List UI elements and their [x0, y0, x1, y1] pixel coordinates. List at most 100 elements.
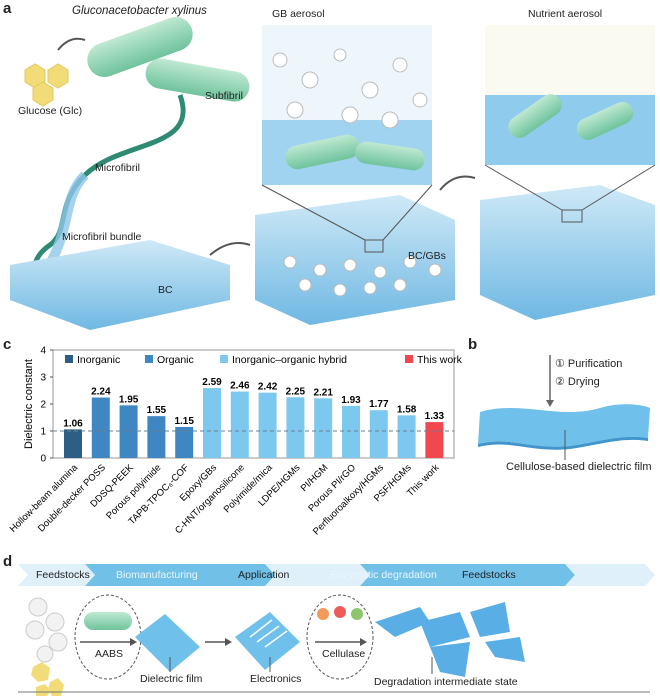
bar-value-label: 2.24	[91, 387, 111, 398]
panel-d-illustration	[18, 594, 650, 696]
panel-label-d: d	[3, 553, 13, 570]
legend-label: Inorganic	[77, 354, 120, 366]
drying-step: ② Drying	[555, 376, 600, 388]
panel-b-illustration	[478, 355, 650, 460]
y-tick-label: 4	[40, 346, 46, 357]
bar	[342, 405, 360, 458]
glucose-label: Glucose (Glc)	[18, 105, 83, 117]
glass-bubbles	[25, 597, 68, 663]
legend-label: Organic	[157, 354, 194, 366]
bc-gbs-label: BC/GBs	[408, 250, 446, 262]
dielectric-film-icon	[135, 614, 200, 672]
bar	[147, 416, 166, 458]
legend-swatch	[220, 355, 228, 363]
bar-value-label: 1.55	[147, 405, 167, 416]
glass-bubbles	[283, 255, 442, 297]
electronics-icon	[235, 612, 300, 670]
legend-swatch	[405, 355, 413, 363]
bar-value-label: 1.33	[425, 411, 445, 422]
arrow-icon	[130, 638, 137, 646]
cellulase-label: Cellulase	[322, 648, 366, 660]
bar	[119, 405, 138, 458]
plot-frame	[52, 349, 455, 459]
bc-gbs-block	[255, 195, 455, 325]
legend-swatch	[65, 355, 73, 363]
bar	[286, 397, 305, 458]
arrow-icon	[360, 638, 367, 646]
gb-aerosol-label: GB aerosol	[272, 8, 325, 20]
nutrient-aerosol-label: Nutrient aerosol	[528, 8, 603, 20]
panel-label-c: c	[3, 336, 12, 353]
legend-swatch	[145, 355, 153, 363]
aabs-circle	[74, 594, 142, 680]
bar-value-label: 2.42	[258, 382, 278, 393]
y-tick-label: 3	[40, 373, 46, 384]
microfibril-label: Microfibril	[95, 162, 140, 174]
arrow-icon	[57, 37, 86, 51]
bar	[91, 397, 110, 458]
bar-value-label: 1.77	[369, 399, 389, 410]
bar	[425, 422, 444, 458]
arrow-icon	[439, 175, 476, 191]
enzyme-icon	[334, 606, 346, 618]
stage-enzymatic-degradation: Enzymatic degradation	[330, 569, 437, 581]
bar	[203, 388, 221, 458]
stage-application: Application	[238, 569, 290, 581]
y-tick-label: 1	[40, 427, 46, 438]
degradation-label: Degradation intermediate state	[374, 676, 518, 688]
bar-value-label: 1.95	[119, 394, 139, 405]
y-tick-label: 2	[40, 400, 46, 411]
bar	[314, 398, 333, 458]
bc-label: BC	[158, 284, 173, 296]
bar-value-label: 2.59	[202, 377, 222, 388]
bar	[397, 415, 416, 458]
arrow-icon	[209, 242, 251, 256]
bacterium	[145, 58, 250, 102]
bar-value-label: 1.93	[341, 395, 361, 406]
y-axis-label: Dielectric constant	[23, 359, 35, 449]
bar	[175, 426, 194, 458]
glucose-hexagons	[24, 63, 69, 107]
panel-a-illustration	[10, 17, 656, 330]
legend-label: Inorganic–organic hybrid	[232, 354, 347, 366]
bar-value-label: 2.21	[313, 387, 333, 398]
bar	[64, 429, 82, 458]
bar	[230, 391, 249, 458]
enzyme-icon	[317, 608, 329, 620]
legend-label: This work	[417, 354, 463, 366]
bar-value-label: 1.06	[63, 418, 83, 429]
electronics-label: Electronics	[250, 673, 302, 685]
cellulase-circle	[306, 594, 374, 680]
bar-value-label: 1.58	[397, 404, 417, 415]
panel-label-b: b	[468, 336, 478, 353]
stage-feedstocks-end: Feedstocks	[462, 569, 516, 581]
bacterium	[84, 612, 132, 630]
bacterium	[87, 17, 193, 77]
arrow-icon	[225, 638, 232, 646]
bar	[369, 410, 388, 458]
glucose-hexagons	[31, 662, 64, 696]
panel-label-a: a	[3, 0, 12, 17]
cellulose-film	[478, 404, 650, 447]
bar	[258, 392, 277, 458]
bc-block	[10, 240, 230, 330]
bundle-label: Microfibril bundle	[62, 231, 142, 243]
organism-label: Gluconacetobacter xylinus	[72, 5, 207, 17]
stage-biomanufacturing: Biomanufacturing	[116, 569, 198, 581]
bar-value-label: 2.46	[230, 381, 250, 392]
y-tick-label: 0	[40, 454, 46, 465]
enzyme-icon	[351, 608, 363, 620]
subfibril-label: Subfibril	[205, 90, 243, 102]
lifecycle-banner	[18, 564, 655, 586]
bar-value-label: 1.15	[174, 416, 194, 427]
bar-value-label: 2.25	[286, 386, 306, 397]
nutrient-block	[480, 185, 655, 320]
degradation-fragments	[375, 602, 525, 677]
aabs-label: AABS	[95, 648, 124, 660]
dielectric-film-label: Dielectric film	[140, 673, 203, 685]
film-label: Cellulose-based dielectric film	[506, 461, 652, 473]
purification-step: ① Purification	[555, 358, 623, 370]
arrow-down-icon	[546, 400, 554, 407]
